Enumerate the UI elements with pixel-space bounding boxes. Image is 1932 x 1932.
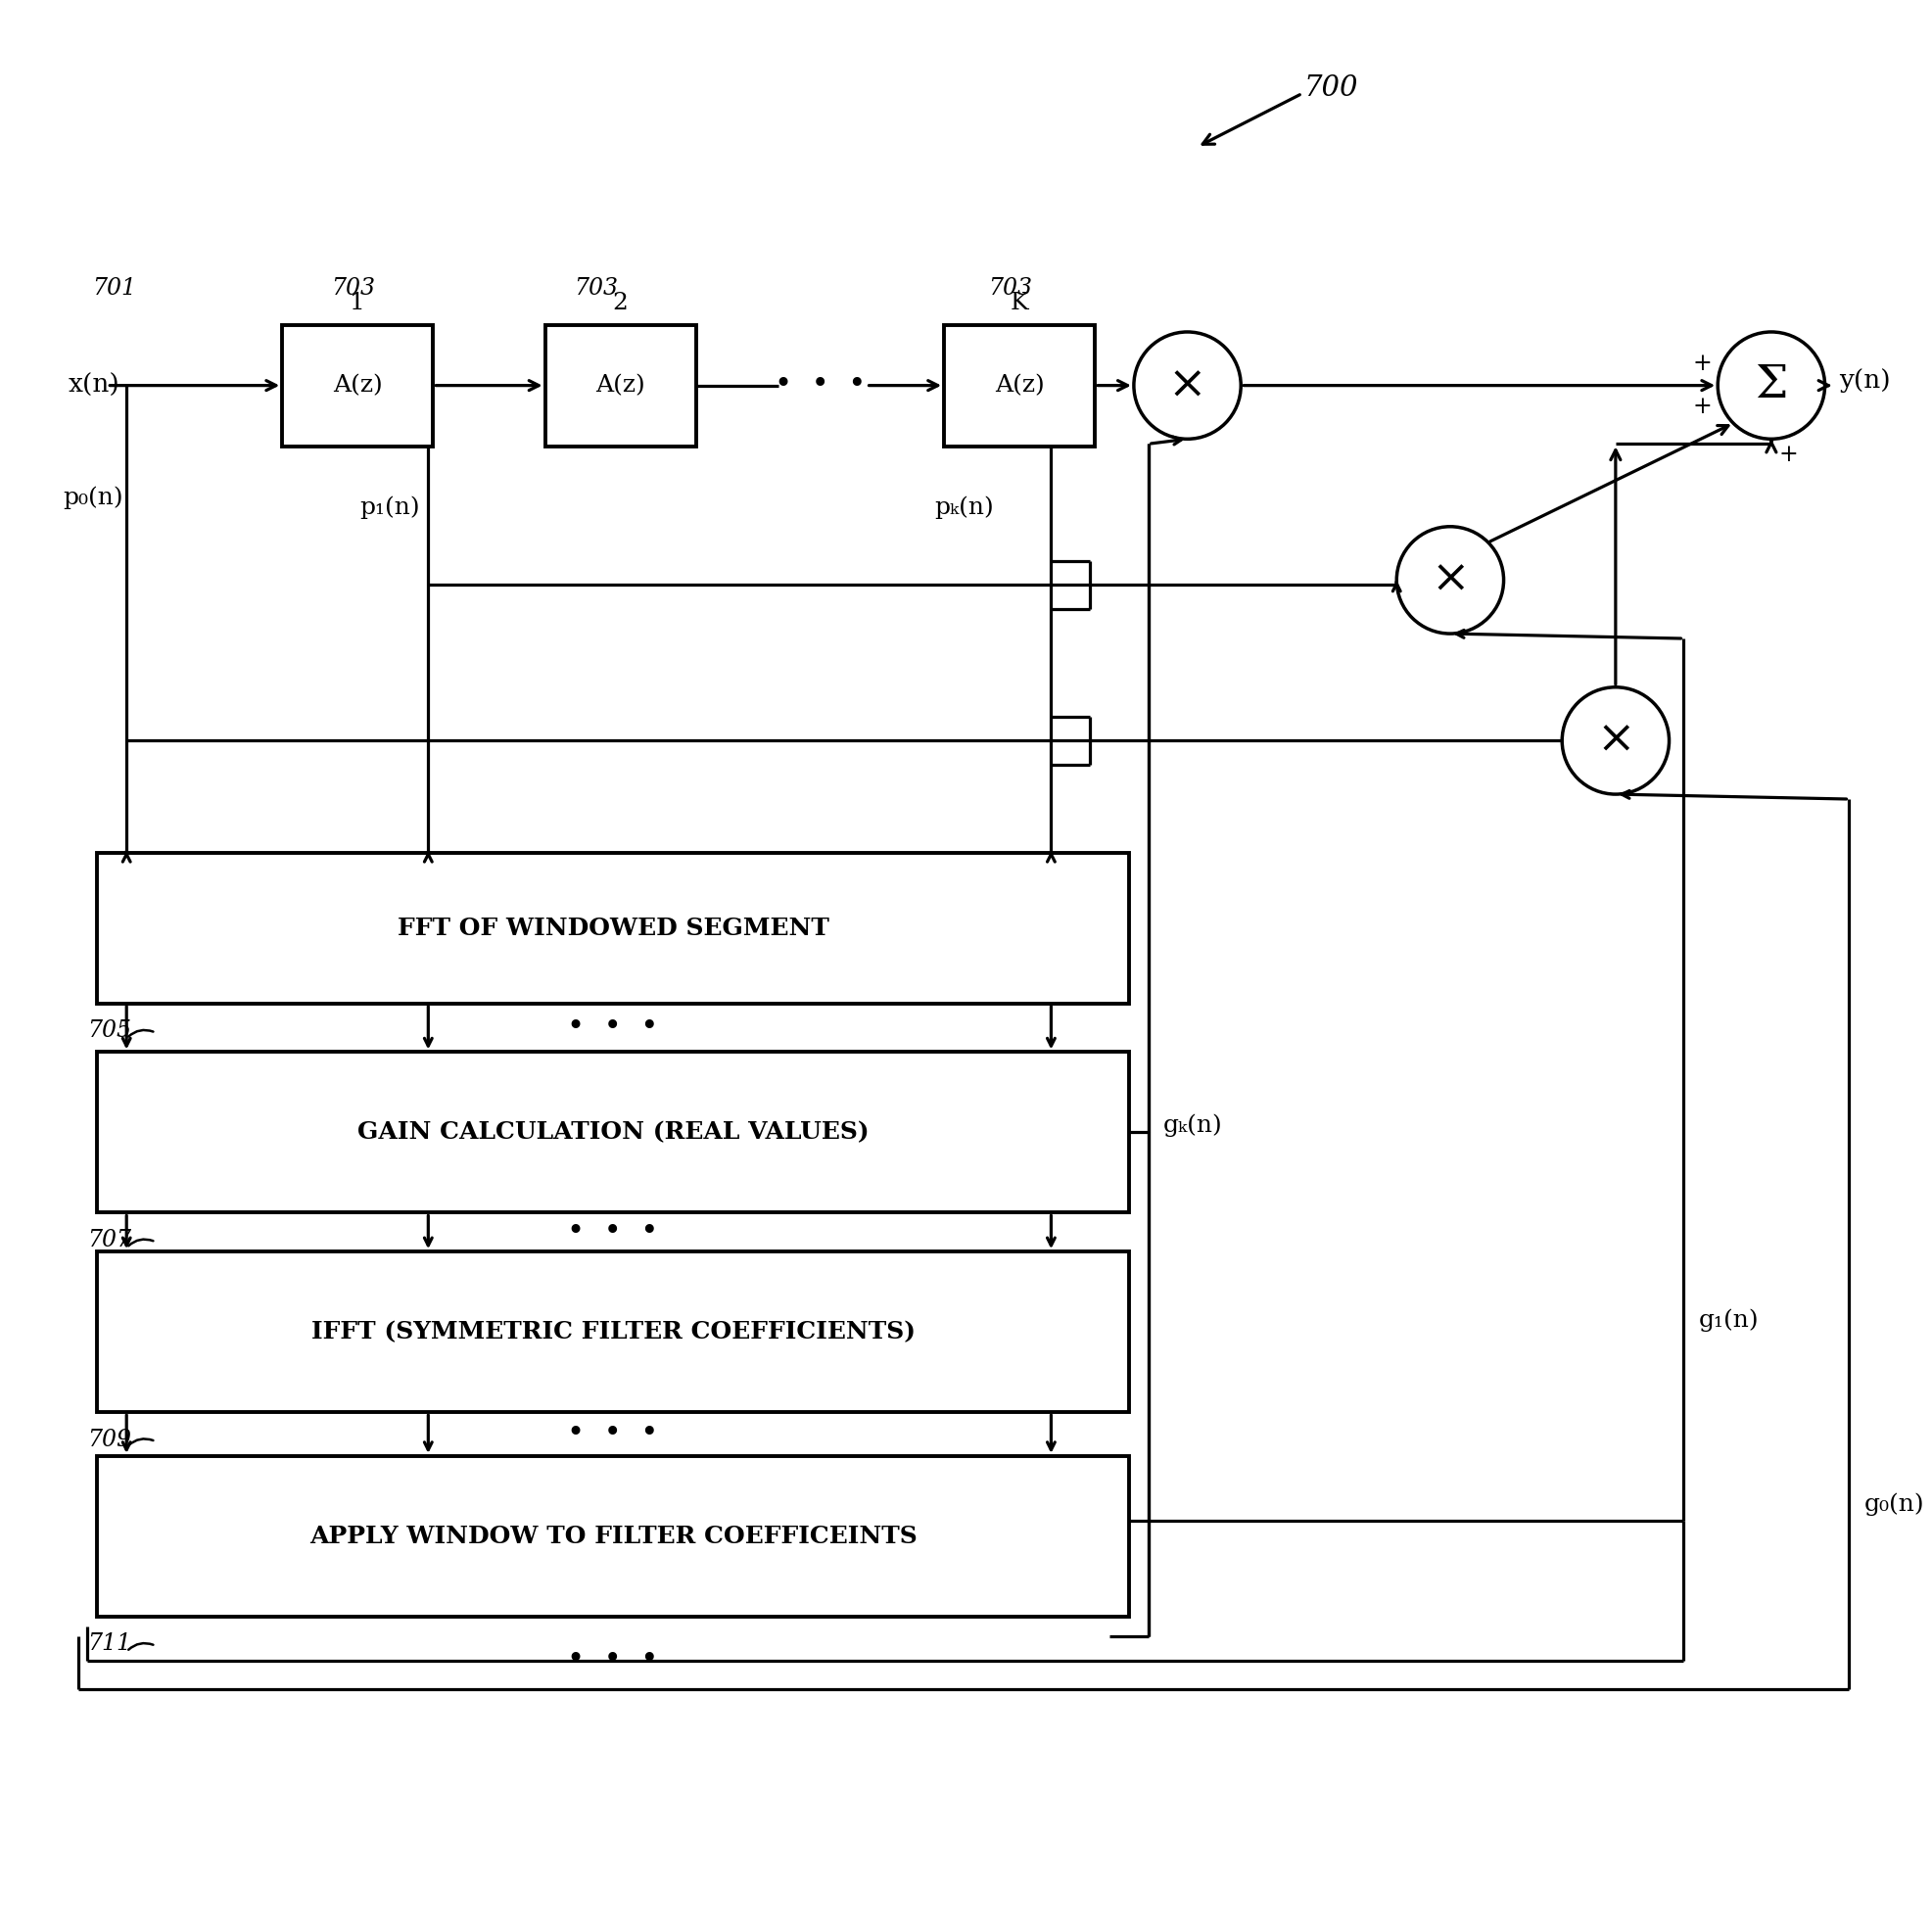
Text: APPLY WINDOW TO FILTER COEFFICEINTS: APPLY WINDOW TO FILTER COEFFICEINTS (309, 1524, 918, 1548)
Text: •  •  •: • • • (568, 1217, 659, 1248)
Text: 711: 711 (87, 1633, 131, 1656)
Text: 709: 709 (87, 1428, 131, 1451)
Text: 707: 707 (87, 1229, 131, 1252)
Text: A(z): A(z) (995, 375, 1045, 396)
Text: 2: 2 (612, 292, 628, 315)
Text: +: + (1692, 354, 1712, 375)
Text: 703: 703 (330, 276, 375, 299)
Text: gₖ(n): gₖ(n) (1163, 1113, 1223, 1136)
Text: 701: 701 (93, 276, 137, 299)
Text: ×: × (1432, 558, 1470, 603)
Text: 1: 1 (350, 292, 365, 315)
Text: ×: × (1596, 719, 1634, 763)
Bar (97, 852, 1128, 1003)
Text: IFFT (SYMMETRIC FILTER COEFFICIENTS): IFFT (SYMMETRIC FILTER COEFFICIENTS) (311, 1320, 916, 1343)
Bar (97, 1457, 1128, 1617)
Text: 703: 703 (987, 276, 1032, 299)
Text: p₀(n): p₀(n) (64, 485, 124, 508)
Text: p₁(n): p₁(n) (359, 497, 421, 518)
Circle shape (1718, 332, 1826, 439)
Text: g₁(n): g₁(n) (1698, 1308, 1758, 1331)
Text: ×: × (1169, 363, 1208, 408)
Text: pₖ(n): pₖ(n) (935, 497, 993, 518)
Text: GAIN CALCULATION (REAL VALUES): GAIN CALCULATION (REAL VALUES) (357, 1121, 869, 1144)
Text: •  •  •: • • • (568, 1012, 659, 1043)
Text: 703: 703 (574, 276, 618, 299)
Text: g₀(n): g₀(n) (1864, 1493, 1924, 1517)
Text: A(z): A(z) (595, 375, 645, 396)
Bar (945, 325, 1095, 446)
Bar (97, 1053, 1128, 1213)
Bar (282, 325, 433, 446)
Text: •  •  •: • • • (568, 1418, 659, 1449)
Bar (97, 1252, 1128, 1412)
Text: x(n): x(n) (68, 373, 120, 398)
Text: •  •  •: • • • (775, 371, 866, 400)
Text: 700: 700 (1304, 75, 1358, 102)
Text: Σ: Σ (1754, 363, 1787, 408)
Text: y(n): y(n) (1839, 369, 1891, 392)
Text: 705: 705 (87, 1020, 131, 1041)
Text: A(z): A(z) (332, 375, 383, 396)
Text: +: + (1692, 396, 1712, 417)
Text: FFT OF WINDOWED SEGMENT: FFT OF WINDOWED SEGMENT (398, 916, 829, 939)
Bar (545, 325, 696, 446)
Text: +: + (1779, 442, 1799, 466)
Text: •  •  •: • • • (568, 1646, 659, 1675)
Circle shape (1397, 527, 1503, 634)
Circle shape (1134, 332, 1240, 439)
Text: K: K (1010, 292, 1028, 315)
Circle shape (1563, 688, 1669, 794)
